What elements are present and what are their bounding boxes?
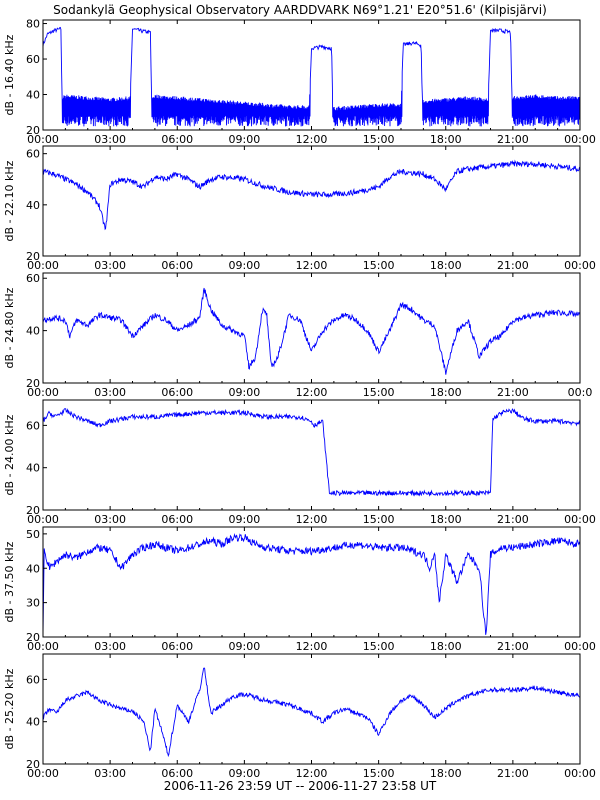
x-tick-label: 00:00 bbox=[564, 259, 596, 272]
x-tick-label: 12:00 bbox=[296, 259, 328, 272]
x-tick-label: 06:00 bbox=[161, 513, 193, 526]
x-tick-label: 09:00 bbox=[229, 767, 261, 780]
x-tick-label: 06:00 bbox=[161, 133, 193, 146]
x-tick-label: 12:00 bbox=[296, 386, 328, 399]
y-axis-label: dB - 16.40 kHz bbox=[3, 34, 16, 115]
y-axis-label: dB - 24.00 kHz bbox=[3, 414, 16, 495]
x-tick-label: 18:00 bbox=[430, 259, 462, 272]
x-tick-label: 06:00 bbox=[161, 386, 193, 399]
plot-frame bbox=[42, 399, 581, 511]
y-tick-label: 40 bbox=[26, 716, 40, 729]
y-tick-label: 80 bbox=[26, 18, 40, 31]
x-tick-label: 03:00 bbox=[94, 386, 126, 399]
time-range-label: 2006-11-26 23:59 UT -- 2006-11-27 23:58 … bbox=[163, 779, 437, 793]
page-title: Sodankylä Geophysical Observatory AARDDV… bbox=[53, 3, 547, 17]
x-tick-label: 15:00 bbox=[363, 513, 395, 526]
x-tick-label: 03:00 bbox=[94, 513, 126, 526]
y-tick-label: 40 bbox=[26, 325, 40, 338]
y-tick-label: 40 bbox=[26, 562, 40, 575]
y-tick-label: 40 bbox=[26, 89, 40, 102]
x-tick-label: 06:00 bbox=[161, 640, 193, 653]
x-tick-label: 18:00 bbox=[430, 133, 462, 146]
x-tick-label: 21:00 bbox=[497, 386, 529, 399]
y-tick-label: 40 bbox=[26, 199, 40, 212]
y-tick-label: 50 bbox=[26, 528, 40, 541]
series-line-2-1 bbox=[43, 159, 580, 231]
x-tick-label: 15:00 bbox=[363, 259, 395, 272]
plot-frame bbox=[42, 145, 581, 257]
x-tick-label: 03:00 bbox=[94, 767, 126, 780]
x-tick-label: 00:00 bbox=[27, 386, 59, 399]
x-tick-label: 18:00 bbox=[430, 640, 462, 653]
y-axis-label: dB - 22.10 kHz bbox=[3, 160, 16, 241]
chart-panel-1: 20 40 60 80 dB - 16.40 kHz 00:00 03:00 06:00 09:… bbox=[3, 18, 596, 146]
y-tick-label: 60 bbox=[26, 148, 40, 161]
x-tick-label: 18:00 bbox=[430, 386, 462, 399]
y-tick-label: 60 bbox=[26, 272, 40, 285]
x-tick-label: 00:00 bbox=[564, 640, 596, 653]
x-tick-label: 06:00 bbox=[161, 259, 193, 272]
x-tick-label: 09:00 bbox=[229, 259, 261, 272]
x-tick-label: 21:00 bbox=[497, 259, 529, 272]
y-tick-label: 60 bbox=[26, 53, 40, 66]
chart-panel-5: 20 30 40 50 dB - 37.50 kHz 00:00 03:00 06:00 09:… bbox=[3, 526, 596, 653]
chart-panel-3: 20 40 60 dB - 24.80 kHz 00:00 03:00 06:00 09:00… bbox=[3, 272, 592, 399]
chart-panel-4: 20 40 60 dB - 24.00 kHz 00:00 03:00 06:00 09:00… bbox=[3, 399, 596, 526]
x-tick-label: 00:00 bbox=[564, 767, 596, 780]
x-tick-label: 18:00 bbox=[430, 767, 462, 780]
y-tick-label: 60 bbox=[26, 419, 40, 432]
y-tick-label: 20 bbox=[26, 758, 40, 771]
y-axis-label: dB - 24.80 kHz bbox=[3, 287, 16, 368]
series-line-1-1 bbox=[43, 26, 580, 127]
x-tick-label: 00:00 bbox=[27, 259, 59, 272]
y-tick-label: 60 bbox=[26, 673, 40, 686]
x-tick-label: 06:00 bbox=[161, 767, 193, 780]
x-tick-label: 00:00 bbox=[27, 767, 59, 780]
plot-frame bbox=[42, 526, 581, 638]
series-line-4-1 bbox=[43, 408, 580, 497]
x-tick-label: 00:00 bbox=[564, 133, 596, 146]
x-tick-label: 15:00 bbox=[363, 640, 395, 653]
chart-panel-6: 20 40 60 dB - 25.20 kHz 00:00 03:00 06:00 09:00… bbox=[3, 653, 596, 780]
y-tick-label: 30 bbox=[26, 597, 40, 610]
x-tick-label: 15:00 bbox=[363, 386, 395, 399]
x-tick-label: 09:00 bbox=[229, 386, 261, 399]
x-tick-label: 21:00 bbox=[497, 640, 529, 653]
x-tick-label: 00:00 bbox=[564, 513, 596, 526]
x-tick-label: 21:00 bbox=[497, 767, 529, 780]
y-axis-label: dB - 25.20 kHz bbox=[3, 668, 16, 749]
x-tick-label: 00:00 bbox=[27, 640, 59, 653]
y-tick-label: 20 bbox=[26, 377, 40, 390]
plot-frame bbox=[42, 272, 581, 384]
x-tick-label: 12:00 bbox=[296, 133, 328, 146]
x-tick-label: 03:00 bbox=[94, 259, 126, 272]
x-tick-label: 09:00 bbox=[229, 133, 261, 146]
x-tick-label: 00:00 bbox=[27, 513, 59, 526]
x-tick-label: 18:00 bbox=[430, 513, 462, 526]
series-line-6-1 bbox=[43, 667, 580, 758]
y-axis-label: dB - 37.50 kHz bbox=[3, 541, 16, 622]
x-tick-label: 12:00 bbox=[296, 767, 328, 780]
series-line-3-1 bbox=[43, 287, 580, 375]
x-tick-label: 00:0 bbox=[568, 386, 593, 399]
y-tick-label: 20 bbox=[26, 124, 40, 137]
x-tick-label: 15:00 bbox=[363, 767, 395, 780]
y-tick-label: 20 bbox=[26, 504, 40, 517]
x-tick-label: 09:00 bbox=[229, 513, 261, 526]
x-tick-label: 03:00 bbox=[94, 640, 126, 653]
x-tick-label: 12:00 bbox=[296, 640, 328, 653]
y-tick-label: 20 bbox=[26, 250, 40, 263]
x-tick-label: 12:00 bbox=[296, 513, 328, 526]
x-tick-label: 09:00 bbox=[229, 640, 261, 653]
x-tick-label: 21:00 bbox=[497, 133, 529, 146]
series-line-5-1 bbox=[43, 532, 580, 636]
x-tick-label: 03:00 bbox=[94, 133, 126, 146]
x-tick-label: 00:00 bbox=[27, 133, 59, 146]
chart-panel-2: 20 40 60 dB - 22.10 kHz 00:00 03:00 06:00 09:00… bbox=[3, 145, 596, 272]
x-tick-label: 15:00 bbox=[363, 133, 395, 146]
y-tick-label: 40 bbox=[26, 462, 40, 475]
x-tick-label: 21:00 bbox=[497, 513, 529, 526]
y-tick-label: 20 bbox=[26, 631, 40, 644]
